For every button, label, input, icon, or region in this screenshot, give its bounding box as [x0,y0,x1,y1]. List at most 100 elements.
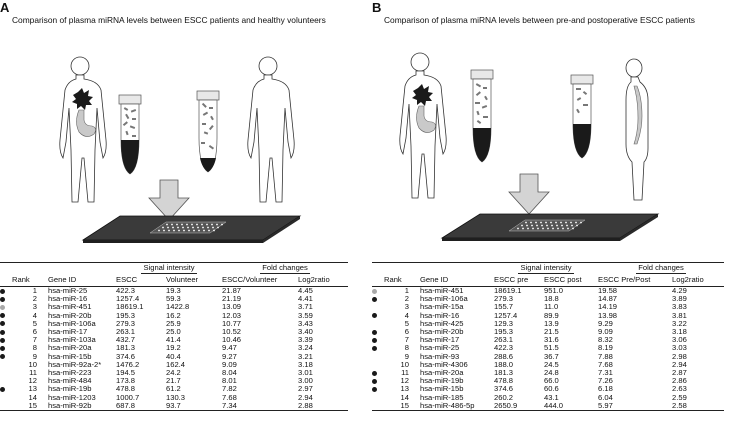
signal-1-cell: 194.5 [116,368,136,378]
gene-id-cell: hsa-miR-15b [48,351,92,361]
log2ratio-cell: 3.21 [298,351,313,361]
signal-1-cell: 2650.9 [494,400,518,410]
signal-2-cell: 24.2 [166,368,181,378]
signal-1-cell: 263.1 [494,335,514,345]
signal-2-cell: 24.8 [544,368,559,378]
bullet-icon [372,386,377,392]
signal-1-cell: 18619.1 [494,286,522,295]
fold-change-cell: 7.34 [222,400,237,410]
bullet-icon [0,354,5,360]
group-header-fold: Fold changes [260,263,310,274]
log2ratio-cell: 3.39 [298,335,313,345]
fold-change-cell: 10.77 [222,318,242,328]
table-row: 11 hsa-miR-223 194.5 24.2 8.04 3.01 [0,368,348,378]
signal-2-cell: 951.0 [544,286,564,295]
rank-cell: 14 [400,392,409,402]
gene-id-cell: hsa-miR-223 [48,368,92,378]
bullet-icon [0,313,5,319]
fold-change-cell: 7.68 [598,359,613,369]
group-header-signal: Signal intensity [141,263,197,274]
bullet-icon [372,329,377,335]
signal-2-cell: 25.9 [166,318,181,328]
table-row: 8 hsa-miR-20a 181.3 19.2 9.47 3.24 [0,344,348,352]
signal-2-cell: 1422.8 [166,302,190,312]
table-row: 8 hsa-miR-25 422.3 51.5 8.19 3.03 [372,344,724,352]
gene-id-cell: hsa-miR-25 [48,286,88,295]
table-row: 12 hsa-miR-19b 478.8 66.0 7.26 2.86 [372,377,724,385]
table-row: 9 hsa-miR-15b 374.6 40.4 9.27 3.21 [0,351,348,361]
fold-change-cell: 8.19 [598,343,613,353]
blood-tube-icon [118,94,142,175]
bullet-icon [372,345,377,351]
log2ratio-cell: 2.87 [672,368,687,378]
fold-change-cell: 13.09 [222,302,242,312]
bullet-icon [372,313,377,319]
signal-2-cell: 24.5 [544,359,559,369]
table-row: 4 hsa-miR-20b 195.3 16.2 12.03 3.59 [0,310,348,320]
gene-id-cell: hsa-miR-16 [420,310,460,320]
log2ratio-cell: 3.83 [672,302,687,312]
signal-2-cell: 19.2 [166,343,181,353]
table-row: 5 hsa-miR-425 129.3 13.9 9.29 3.22 [372,318,724,328]
rank-cell: 12 [400,376,409,386]
rank-cell: 4 [404,310,409,320]
signal-1-cell: 181.3 [116,343,136,353]
table-row: 6 hsa-miR-20b 195.3 21.5 9.09 3.18 [372,327,724,337]
table-row: 13 hsa-miR-15b 374.6 60.6 6.18 2.63 [372,385,724,393]
panel-letter: B [372,0,382,15]
signal-1-cell: 195.3 [494,327,514,337]
log2ratio-cell: 3.40 [298,327,313,337]
bullet-icon [372,337,377,343]
gene-id-cell: hsa-miR-486-5p [420,400,475,410]
table-row: 15 hsa-miR-486-5p 2650.9 444.0 5.97 2.58 [372,400,725,411]
signal-1-cell: 422.3 [494,343,514,353]
signal-1-cell: 374.6 [116,351,136,361]
panel-a: A Comparison of plasma miRNA levels betw… [0,0,362,431]
table: Signal intensity Fold changes Rank Gene … [372,262,725,411]
log2ratio-cell: 3.43 [298,318,313,328]
rank-cell: 11 [401,368,409,378]
signal-2-cell: 16.2 [166,310,181,320]
signal-1-cell: 263.1 [116,327,136,337]
log2ratio-cell: 2.86 [672,376,687,386]
rank-cell: 7 [32,335,37,345]
signal-1-cell: 260.2 [494,392,514,402]
panel-title: Comparison of plasma miRNA levels betwee… [384,15,695,25]
table-row: 3 hsa-miR-451 18619.1 1422.8 13.09 3.71 [0,303,348,311]
fold-change-cell: 21.19 [222,294,242,304]
signal-2-cell: 60.6 [544,384,559,394]
col-header-rank: Rank [384,275,402,285]
fold-change-cell: 6.04 [598,392,613,402]
down-arrow-icon [148,179,190,221]
signal-1-cell: 478.8 [116,384,136,394]
fold-change-cell: 9.29 [598,318,613,328]
table-row: 7 hsa-miR-17 263.1 31.6 8.32 3.06 [372,336,724,344]
signal-2-cell: 51.5 [544,343,559,353]
signal-2-cell: 21.7 [166,376,181,386]
signal-1-cell: 279.3 [116,318,136,328]
group-header-signal: Signal intensity [518,263,574,274]
fold-change-cell: 9.09 [598,327,613,337]
rank-cell: 9 [404,351,409,361]
signal-2-cell: 41.4 [166,335,181,345]
signal-2-cell: 31.6 [544,335,559,345]
log2ratio-cell: 3.18 [672,327,687,337]
signal-2-cell: 13.9 [544,318,559,328]
log2ratio-cell: 4.29 [672,286,687,295]
rank-cell: 2 [32,294,37,304]
col-header-c3: ESCC/Volunteer [222,275,278,285]
rank-cell: 14 [28,392,37,402]
signal-1-cell: 687.8 [116,400,136,410]
gene-id-cell: hsa-miR-20a [48,343,92,353]
table-row: 7 hsa-miR-103a 432.7 41.4 10.46 3.39 [0,336,348,344]
rank-cell: 4 [32,310,37,320]
log2ratio-cell: 3.06 [672,335,687,345]
table-row: 1 hsa-miR-25 422.3 19.3 21.87 4.45 [0,287,348,296]
rank-cell: 5 [404,318,409,328]
signal-1-cell: 1257.4 [116,294,140,304]
gene-id-cell: hsa-miR-16 [48,294,88,304]
blood-tube-icon [470,69,494,163]
log2ratio-cell: 3.00 [298,376,313,386]
signal-2-cell: 130.3 [166,392,186,402]
gene-id-cell: hsa-miR-20b [420,327,464,337]
